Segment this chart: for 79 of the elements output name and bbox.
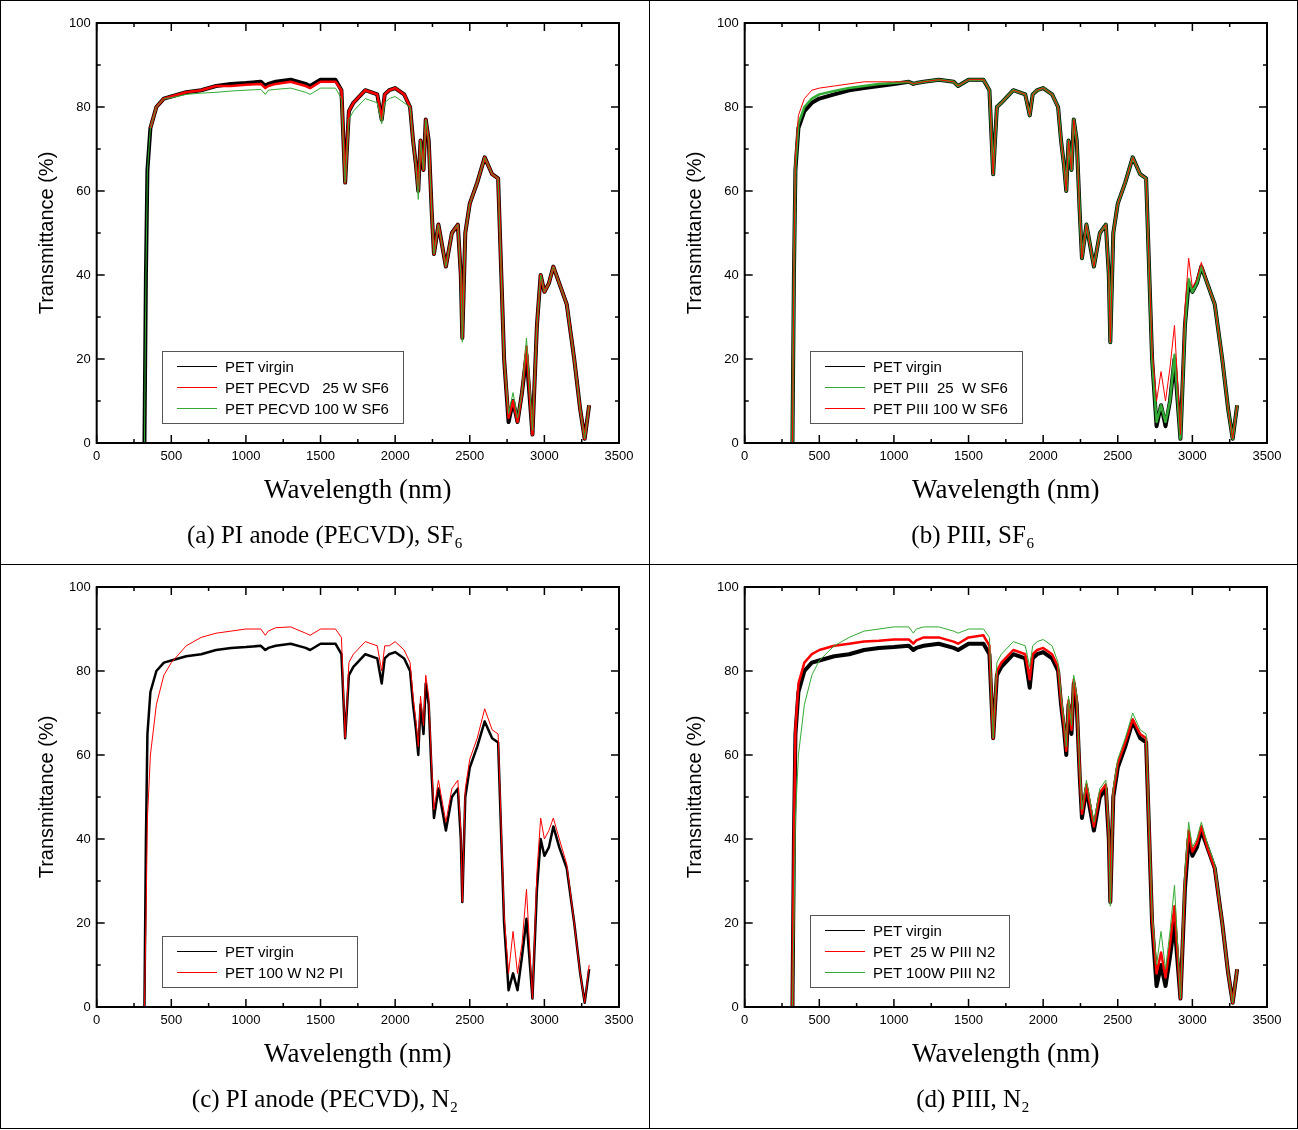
x-tick-label: 3500 [1252, 448, 1282, 464]
x-tick-label: 1500 [954, 1012, 983, 1028]
y-axis-title: Transmittance (%) [34, 151, 57, 315]
x-tick-label: 3000 [1177, 448, 1207, 464]
y-tick-label: 100 [68, 14, 91, 30]
y-tick-label: 0 [731, 998, 739, 1014]
y-tick-label: 40 [724, 830, 739, 846]
y-tick-label: 20 [724, 914, 739, 930]
legend-label: PET PIII 100 W SF6 [872, 399, 1008, 420]
y-tick-label: 100 [716, 578, 739, 594]
y-tick-label: 0 [731, 434, 739, 450]
y-tick-label: 60 [724, 746, 739, 762]
y-tick-label: 80 [76, 662, 91, 678]
y-axis-title: Transmittance (%) [682, 151, 705, 315]
x-tick-label: 2500 [455, 448, 485, 464]
legend-label: PET PIII 25 W SF6 [872, 378, 1008, 399]
x-axis-title: Wavelength (nm) [912, 473, 1100, 504]
x-tick-label: 3500 [1252, 1012, 1282, 1028]
x-tick-label: 0 [93, 448, 101, 464]
x-axis-title: Wavelength (nm) [912, 1037, 1100, 1068]
y-tick-label: 100 [68, 578, 91, 594]
y-tick-label: 20 [724, 350, 739, 366]
legend-label: PET virgin [872, 921, 942, 942]
x-tick-label: 2500 [1103, 448, 1133, 464]
legend-label: PET 100 W N2 PI [224, 963, 344, 984]
x-tick-label: 1500 [954, 448, 983, 464]
y-tick-label: 0 [83, 998, 91, 1014]
y-tick-label: 40 [724, 266, 739, 282]
x-tick-label: 0 [741, 448, 749, 464]
y-axis-title: Transmittance (%) [682, 715, 705, 879]
x-tick-label: 0 [93, 1012, 101, 1028]
x-tick-label: 1500 [306, 1012, 335, 1028]
x-tick-label: 2000 [1028, 1012, 1058, 1028]
y-tick-label: 20 [76, 350, 91, 366]
x-tick-label: 2500 [455, 1012, 485, 1028]
legend-label: PET 100W PIII N2 [872, 963, 996, 984]
y-tick-label: 0 [83, 434, 91, 450]
text: (d) PIII, N₂ [916, 1084, 1030, 1113]
y-tick-label: 60 [76, 182, 91, 198]
x-tick-label: 3000 [529, 1012, 559, 1028]
legend-label: PET virgin [872, 357, 942, 378]
x-tick-label: 3500 [604, 1012, 634, 1028]
x-axis-title: Wavelength (nm) [264, 1037, 452, 1068]
legend-label: PET PECVD 25 W SF6 [224, 378, 389, 399]
x-tick-label: 1000 [879, 1012, 909, 1028]
x-tick-label: 500 [808, 448, 831, 464]
x-axis-title: Wavelength (nm) [264, 473, 452, 504]
y-tick-label: 20 [76, 914, 91, 930]
legend-label: PET virgin [224, 357, 294, 378]
x-tick-label: 2000 [380, 448, 410, 464]
y-axis-title: Transmittance (%) [34, 715, 57, 879]
y-tick-label: 80 [76, 98, 91, 114]
x-tick-label: 1000 [231, 1012, 261, 1028]
x-tick-label: 1000 [231, 448, 261, 464]
x-tick-label: 0 [741, 1012, 749, 1028]
x-tick-label: 3500 [604, 448, 634, 464]
y-tick-label: 60 [76, 746, 91, 762]
text: (c) PI anode (PECVD), N₂ [191, 1084, 459, 1113]
legend-label: PET PECVD 100 W SF6 [224, 399, 389, 420]
legend-label: PET virgin [224, 942, 294, 963]
y-tick-label: 80 [724, 98, 739, 114]
y-tick-label: 100 [716, 14, 739, 30]
x-tick-label: 3000 [529, 448, 559, 464]
y-tick-label: 80 [724, 662, 739, 678]
x-tick-label: 3000 [1177, 1012, 1207, 1028]
x-tick-label: 2000 [380, 1012, 410, 1028]
x-tick-label: 2000 [1028, 448, 1058, 464]
y-tick-label: 60 [724, 182, 739, 198]
y-tick-label: 40 [76, 266, 91, 282]
text: (a) PI anode (PECVD), SF₆ [186, 520, 464, 549]
x-tick-label: 500 [160, 448, 183, 464]
x-tick-label: 1500 [306, 448, 335, 464]
x-tick-label: 1000 [879, 448, 909, 464]
y-tick-label: 40 [76, 830, 91, 846]
x-tick-label: 2500 [1103, 1012, 1133, 1028]
x-tick-label: 500 [160, 1012, 183, 1028]
text: (b) PIII, SF₆ [911, 520, 1035, 549]
x-tick-label: 500 [808, 1012, 831, 1028]
legend-label: PET 25 W PIII N2 [872, 942, 996, 963]
